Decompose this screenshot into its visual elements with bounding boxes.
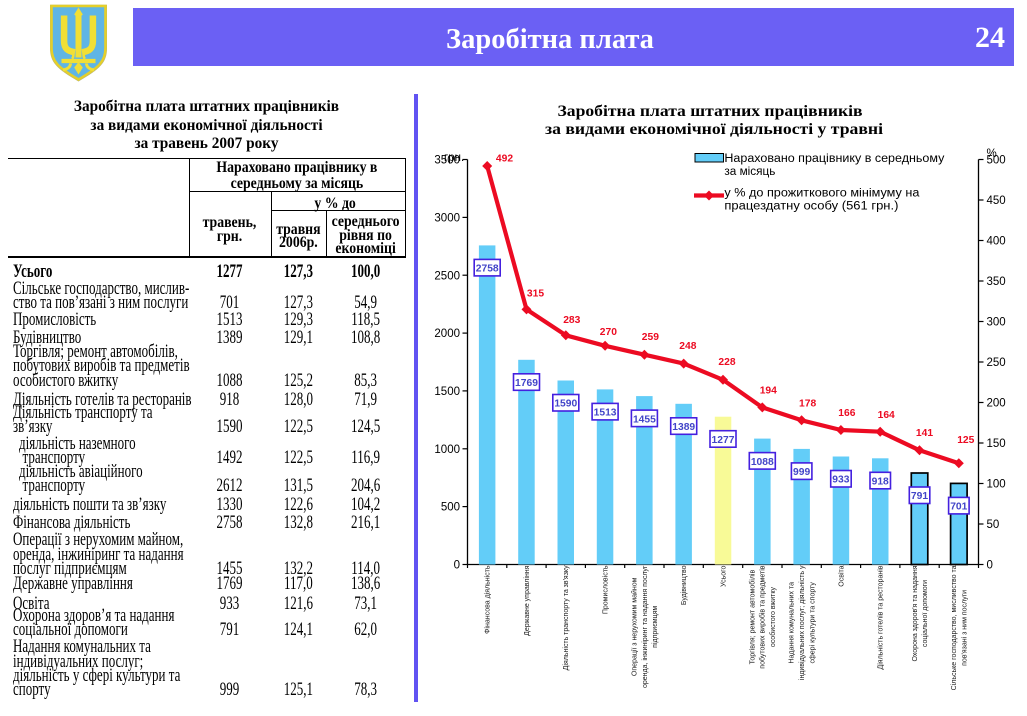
svg-text:1000: 1000 xyxy=(434,444,460,456)
svg-text:248: 248 xyxy=(679,341,696,352)
svg-text:2758: 2758 xyxy=(476,264,499,275)
svg-text:2000: 2000 xyxy=(434,328,460,340)
svg-text:450: 450 xyxy=(987,195,1006,207)
svg-text:178: 178 xyxy=(799,398,816,409)
svg-text:270: 270 xyxy=(600,327,617,338)
svg-text:Нараховано працівнику в середн: Нараховано працівнику в середньому xyxy=(724,153,944,165)
svg-text:Промисловість: Промисловість xyxy=(602,565,610,614)
svg-text:за місяць: за місяць xyxy=(724,166,775,178)
svg-text:оренда, інжиніринг та надання: оренда, інжиніринг та надання послуг xyxy=(641,565,649,688)
svg-text:Діяльність транспорту та зв'яз: Діяльність транспорту та зв'язку xyxy=(562,565,570,670)
svg-text:350: 350 xyxy=(987,276,1006,288)
svg-text:%: % xyxy=(987,148,997,160)
svg-text:400: 400 xyxy=(987,236,1006,248)
svg-text:791: 791 xyxy=(911,491,928,502)
svg-text:500: 500 xyxy=(987,155,1006,167)
svg-text:300: 300 xyxy=(987,317,1006,329)
svg-text:Операції з нерухомим майном: Операції з нерухомим майном xyxy=(631,577,639,676)
svg-text:228: 228 xyxy=(718,357,735,368)
svg-text:283: 283 xyxy=(563,315,580,326)
svg-text:Освіта: Освіта xyxy=(837,565,845,586)
svg-text:соціальної допомоги: соціальної допомоги xyxy=(921,580,929,647)
svg-text:3000: 3000 xyxy=(434,213,460,225)
svg-text:Сільське господарство, мисливс: Сільське господарство, мисливство та xyxy=(950,565,958,690)
svg-text:315: 315 xyxy=(527,289,544,300)
svg-text:918: 918 xyxy=(872,477,889,488)
svg-text:Надання комунальних та: Надання комунальних та xyxy=(789,582,796,664)
svg-text:грн.: грн. xyxy=(444,152,464,164)
svg-text:999: 999 xyxy=(793,467,810,478)
svg-text:194: 194 xyxy=(760,386,777,397)
svg-text:у % до прожиткового мінімуму н: у % до прожиткового мінімуму на xyxy=(724,188,920,200)
svg-text:100: 100 xyxy=(987,479,1006,491)
svg-text:підприємцям: підприємцям xyxy=(651,606,659,648)
svg-text:0: 0 xyxy=(454,560,460,572)
svg-text:2500: 2500 xyxy=(434,270,460,282)
svg-text:1277: 1277 xyxy=(712,435,735,446)
svg-text:492: 492 xyxy=(496,154,513,165)
svg-text:1513: 1513 xyxy=(594,408,617,419)
svg-text:сфері культури та спорту: сфері культури та спорту xyxy=(808,582,816,664)
svg-text:164: 164 xyxy=(878,410,895,421)
svg-text:Фінансова діяльність: Фінансова діяльність xyxy=(484,565,492,634)
svg-text:141: 141 xyxy=(916,428,933,439)
svg-text:побутових виробів та предметів: побутових виробів та предметів xyxy=(759,565,767,668)
svg-text:1389: 1389 xyxy=(672,422,695,433)
svg-text:150: 150 xyxy=(987,438,1006,450)
svg-text:1455: 1455 xyxy=(633,414,656,425)
svg-text:1500: 1500 xyxy=(434,386,460,398)
svg-text:1088: 1088 xyxy=(751,457,774,468)
svg-text:1590: 1590 xyxy=(554,399,577,410)
svg-text:0: 0 xyxy=(987,560,993,572)
svg-text:933: 933 xyxy=(832,475,849,486)
svg-text:індивідуальних послуг; діяльні: індивідуальних послуг; діяльність у xyxy=(798,565,806,680)
svg-text:3500: 3500 xyxy=(434,155,460,167)
svg-text:пов'язані з ним послуги: пов'язані з ним послуги xyxy=(960,590,968,666)
svg-text:Діяльність готелів та ресторан: Діяльність готелів та ресторанів xyxy=(877,565,885,669)
svg-text:Торгівля; ремонт автомобілів: Торгівля; ремонт автомобілів xyxy=(748,570,756,665)
svg-text:259: 259 xyxy=(642,332,659,343)
svg-text:701: 701 xyxy=(950,502,967,513)
svg-text:1769: 1769 xyxy=(515,378,538,389)
svg-text:працездатну особу (561 грн.): працездатну особу (561 грн.) xyxy=(724,201,898,213)
svg-text:500: 500 xyxy=(441,502,460,514)
svg-text:Будівництво: Будівництво xyxy=(680,565,688,605)
svg-text:125: 125 xyxy=(957,435,974,446)
svg-text:50: 50 xyxy=(987,519,1000,531)
svg-text:Усього: Усього xyxy=(720,565,727,586)
svg-text:250: 250 xyxy=(987,357,1006,369)
svg-text:особистого вжитку: особистого вжитку xyxy=(769,587,777,648)
svg-text:Охорона здоров'я та надання: Охорона здоров'я та надання xyxy=(912,565,919,661)
svg-text:200: 200 xyxy=(987,398,1006,410)
svg-text:Державне управління: Державне управління xyxy=(523,565,531,636)
svg-text:166: 166 xyxy=(838,408,855,419)
svg-text:Заробітна плата штатних праців: Заробітна плата штатних працівників xyxy=(558,102,863,120)
svg-text:за видами економічної діяльнос: за видами економічної діяльності у травн… xyxy=(545,120,884,138)
